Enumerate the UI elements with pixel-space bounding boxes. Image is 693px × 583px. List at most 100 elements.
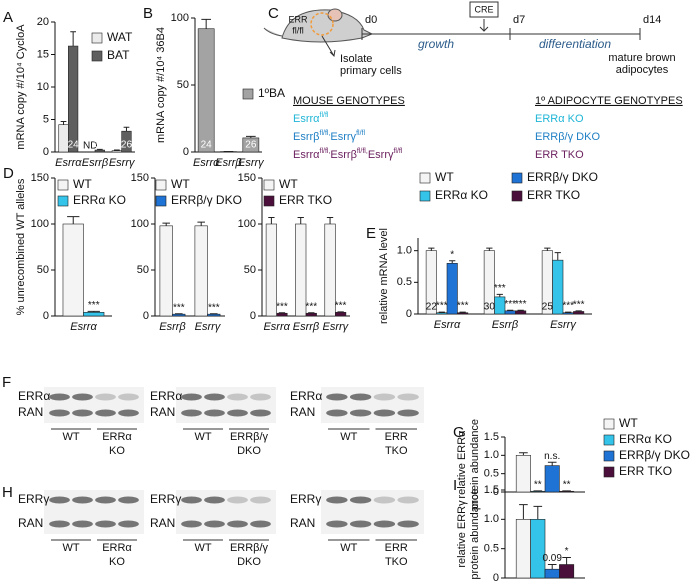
group-label: WT [194, 431, 211, 443]
legend-swatch [511, 172, 523, 184]
blot-band [118, 393, 139, 401]
blot-band [349, 496, 372, 504]
bar [573, 311, 585, 315]
bar [305, 312, 317, 317]
annotation: 24 [201, 140, 213, 151]
adipocyte-genotype: ERRα KO [535, 113, 584, 125]
y-tick-label: 100 [131, 218, 149, 230]
blot-background [176, 387, 276, 423]
blot-band [349, 409, 372, 417]
blot-band [49, 393, 70, 401]
annotation: 0.09 [542, 553, 562, 564]
legend-label: 1ºBA [258, 86, 285, 100]
blot-band [49, 409, 70, 417]
y-tick-label: 20 [37, 16, 49, 28]
blot-band [250, 520, 271, 528]
x-tick-label: Esrrα [55, 157, 82, 169]
bar [197, 28, 215, 153]
blot-band [95, 393, 116, 401]
blot-band [181, 409, 202, 417]
blot-band [49, 496, 70, 504]
error-bar [268, 217, 275, 224]
y-tick-label: 100 [238, 218, 256, 230]
bar [436, 312, 448, 315]
group-label: ERRβ/γ [230, 431, 269, 443]
group-label: WT [194, 542, 211, 554]
blot-band [349, 393, 372, 401]
y-tick-label: 0 [43, 310, 49, 322]
y-tick-label: 150 [238, 172, 256, 184]
legend-swatch [57, 195, 69, 207]
blot-band [204, 409, 225, 417]
bar [559, 564, 575, 579]
bar [324, 223, 336, 317]
bar [504, 310, 516, 315]
y-axis-title: relative mRNA level [378, 228, 390, 324]
bar [515, 310, 527, 315]
gene: Esrrγ [368, 149, 394, 161]
blot-row-label: ERRγ [150, 492, 181, 506]
legend-swatch [91, 32, 103, 44]
blot-band [49, 520, 70, 528]
legend-label: ERRα KO [619, 432, 672, 446]
allele: fl/fl, [357, 148, 368, 155]
annotation: 26 [245, 140, 257, 151]
gene: Esrrα [293, 149, 320, 161]
group-label: WT [62, 542, 79, 554]
legend-label: ERRα KO [73, 193, 126, 207]
group-label: ERRβ/γ [230, 542, 269, 554]
blot-band [227, 496, 248, 504]
cre-arrow [479, 19, 489, 32]
blot-band [204, 496, 225, 504]
legend-swatch [603, 418, 615, 430]
error-bar [96, 148, 103, 151]
blot-row-label: RAN [290, 405, 315, 419]
x-tick-label: Esrrγ [195, 321, 222, 333]
annotation: *** [88, 300, 100, 311]
error-bar [565, 311, 572, 313]
group-label: WT [340, 431, 357, 443]
legend-label: WT [279, 177, 298, 191]
bar [62, 223, 84, 317]
blot-band [118, 496, 139, 504]
legend-label: WT [619, 416, 638, 430]
bar [530, 519, 546, 579]
panel-label: C [268, 5, 279, 22]
annotation: *** [457, 301, 469, 312]
step-label: primary cells [340, 65, 402, 77]
y-axis-title: protein abundance [469, 419, 481, 510]
annotation: *** [436, 301, 448, 312]
bar [544, 568, 560, 579]
y-tick-label: 100 [31, 218, 49, 230]
legend-label: BAT [107, 48, 130, 62]
x-tick-label: Esrrβ [159, 321, 186, 333]
cre-label: CRE [474, 4, 493, 14]
y-tick-label: 0 [43, 146, 49, 158]
group-label: WT [340, 542, 357, 554]
x-tick-label: Esrrα [70, 321, 97, 333]
y-axis-title: % unrecombined WT alleles [15, 178, 27, 315]
blot-band [204, 520, 225, 528]
error-bar [113, 149, 120, 151]
x-tick-label: Esrrγ [322, 321, 349, 333]
gene: Esrrα [293, 113, 320, 125]
allele: fl/fl, [320, 148, 331, 155]
blot-row-label: RAN [18, 405, 43, 419]
blot-band [227, 393, 248, 401]
legend-label: ERR TKO [619, 464, 672, 478]
legend-swatch [603, 466, 615, 478]
legend-swatch [603, 434, 615, 446]
blot-band [95, 496, 116, 504]
error-bar [197, 221, 205, 226]
y-tick-label: 0 [250, 310, 256, 322]
group-label: ERR [385, 431, 408, 443]
error-bar [438, 311, 445, 313]
legend-label: WAT [107, 30, 133, 44]
blot-background [321, 387, 424, 423]
bar [457, 312, 469, 315]
blot-row-label: ERRγ [18, 492, 49, 506]
y-tick-label: 5 [43, 113, 49, 125]
result-label: adipocytes [616, 64, 669, 76]
panel-label: B [143, 5, 153, 22]
group-label: TKO [385, 556, 408, 568]
